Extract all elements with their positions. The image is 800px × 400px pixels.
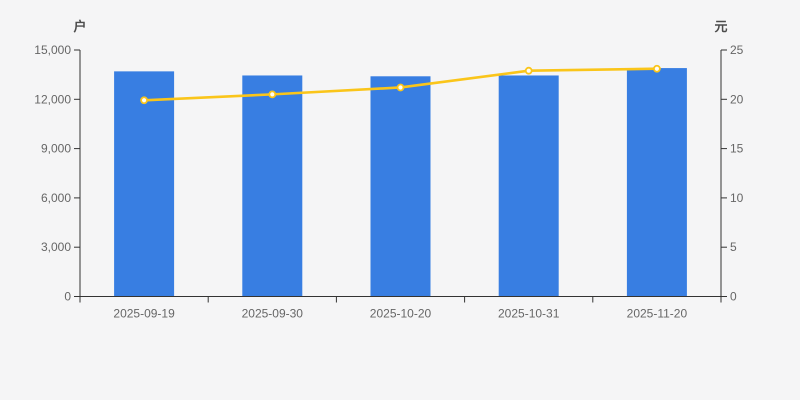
bar[interactable] (114, 71, 175, 297)
y-axis-left-tick-label: 15,000 (34, 43, 71, 57)
y-axis-right-tick-label: 25 (730, 43, 744, 57)
y-axis-left-tick-label: 3,000 (41, 240, 71, 254)
y-axis-right-tick-label: 0 (730, 290, 737, 304)
x-axis-category-label: 2025-10-31 (498, 307, 560, 321)
line-series-group (140, 64, 661, 105)
line-point[interactable] (396, 83, 405, 92)
y-axis-left-tick-label: 12,000 (34, 92, 71, 106)
bar[interactable] (242, 75, 303, 297)
bar[interactable] (498, 75, 559, 297)
y-axis-right-tick-label: 10 (730, 191, 744, 205)
right-axis-title: 元 (714, 19, 727, 34)
line-point[interactable] (524, 66, 533, 75)
y-axis-left-tick-label: 9,000 (41, 142, 71, 156)
line-point[interactable] (268, 90, 277, 99)
y-axis-left-tick-label: 6,000 (41, 191, 71, 205)
x-axis-category-label: 2025-10-20 (370, 307, 432, 321)
y-axis-right-tick-label: 15 (730, 142, 744, 156)
x-axis-category-label: 2025-09-30 (242, 307, 304, 321)
bar[interactable] (626, 68, 687, 297)
line-point[interactable] (140, 96, 149, 105)
y-axis-left-tick-label: 0 (64, 290, 71, 304)
line-point[interactable] (653, 64, 661, 73)
x-axis-category-label: 2025-11-20 (627, 307, 688, 321)
bar[interactable] (370, 76, 431, 297)
left-axis-title: 户 (73, 19, 86, 34)
bar-series-group (114, 68, 687, 297)
axes-group: 0 3,000 6,000 9,000 12,000 15,000 0 5 10 15 20 25 20… (34, 43, 743, 321)
y-axis-right-tick-label: 5 (730, 240, 737, 254)
y-axis-right-tick-label: 20 (730, 92, 744, 106)
x-axis-category-label: 2025-09-19 (113, 307, 175, 321)
